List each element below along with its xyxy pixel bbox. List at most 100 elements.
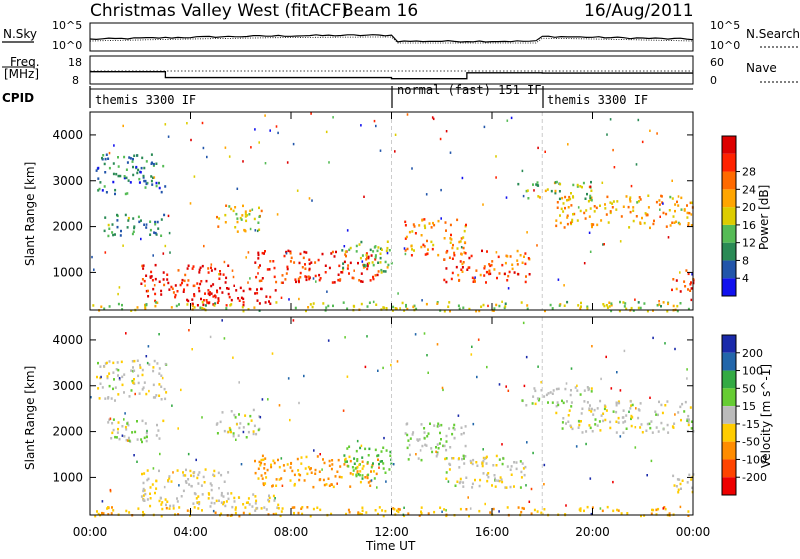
scatter-cell [180, 495, 183, 498]
scatter-cell [185, 468, 187, 472]
scatter-cell [679, 405, 682, 409]
scatter-cell [445, 471, 448, 474]
freq-tick-top: 18 [68, 56, 82, 69]
scatter-cell [426, 435, 429, 438]
scatter-cell [179, 283, 182, 287]
scatter-cell [202, 299, 205, 302]
scatter-cell [175, 304, 178, 308]
scatter-cell [268, 268, 271, 271]
scatter-cell [601, 181, 604, 184]
scatter-cell [429, 422, 431, 425]
colorbar-tick-label: 12 [742, 237, 756, 250]
scatter-cell [624, 302, 627, 305]
scatter-cell [413, 304, 416, 308]
scatter-cell [581, 185, 583, 189]
scatter-cell [127, 179, 130, 182]
scatter-cell [178, 506, 181, 509]
scatter-cell [522, 194, 525, 198]
scatter-cell [172, 504, 175, 507]
scatter-cell [634, 298, 636, 301]
scatter-cell [180, 388, 182, 392]
scatter-cell [238, 426, 241, 430]
scatter-cell [269, 260, 272, 263]
scatter-cell [114, 399, 116, 402]
scatter-cell [233, 284, 235, 287]
scatter-cell [586, 192, 588, 196]
scatter-cell [492, 309, 495, 312]
scatter-cell [557, 278, 560, 281]
velocity-scatter-cells [90, 317, 695, 518]
scatter-cell [374, 254, 377, 257]
scatter-cell [164, 397, 167, 401]
scatter-cell [252, 408, 255, 412]
scatter-cell [439, 506, 442, 509]
scatter-cell [152, 254, 154, 257]
scatter-cell [498, 272, 501, 275]
scatter-cell [425, 193, 428, 196]
scatter-cell [223, 480, 226, 483]
scatter-cell [276, 213, 279, 216]
scatter-cell [463, 251, 466, 254]
scatter-cell [354, 467, 357, 470]
colorbar-segment [722, 459, 736, 478]
scatter-cell [551, 392, 554, 395]
scatter-cell [136, 438, 139, 441]
scatter-cell [308, 277, 311, 281]
scatter-cell [178, 303, 180, 306]
scatter-cell [584, 217, 587, 220]
scatter-cell [209, 291, 211, 294]
scatter-cell [111, 231, 114, 234]
scatter-cell [438, 424, 441, 427]
scatter-cell [589, 194, 592, 198]
scatter-cell [260, 474, 263, 477]
scatter-cell [681, 479, 684, 482]
scatter-cell [593, 210, 596, 213]
scatter-cell [154, 301, 157, 304]
scatter-cell [669, 195, 672, 199]
scatter-cell [128, 439, 131, 442]
colorbar-segment [722, 260, 736, 279]
scatter-cell [99, 181, 102, 184]
scatter-cell [453, 436, 456, 440]
scatter-cell [413, 249, 415, 252]
scatter-cell [318, 478, 321, 482]
scatter-cell [245, 219, 248, 223]
scatter-cell [573, 212, 576, 216]
scatter-cell [441, 510, 443, 513]
scatter-cell [310, 261, 313, 264]
scatter-cell [672, 215, 675, 218]
scatter-cell [590, 390, 593, 393]
scatter-cell [132, 369, 134, 373]
scatter-cell [207, 271, 210, 274]
scatter-cell [273, 266, 276, 270]
scatter-cell [242, 204, 244, 208]
scatter-cell [280, 510, 283, 513]
scatter-cell [377, 454, 380, 457]
scatter-cell [452, 426, 455, 430]
scatter-cell [299, 473, 302, 477]
scatter-cell [407, 458, 410, 461]
scatter-cell [476, 464, 479, 467]
scatter-cell [132, 157, 134, 161]
scatter-cell [443, 444, 446, 448]
scatter-cell [629, 400, 632, 403]
scatter-cell [242, 289, 245, 293]
scatter-cell [458, 240, 461, 244]
scatter-cell [154, 277, 157, 281]
scatter-cell [687, 423, 690, 427]
scatter-cell [331, 463, 334, 466]
x-axis-label: Time UT [365, 539, 416, 553]
scatter-cell [197, 495, 200, 498]
date-label: 16/Aug/2011 [584, 1, 694, 21]
scatter-cell [247, 430, 250, 434]
scatter-cell [481, 462, 484, 465]
scatter-cell [459, 477, 462, 481]
scatter-cell [451, 271, 454, 275]
scatter-cell [507, 389, 510, 392]
scatter-cell [225, 276, 228, 280]
scatter-cell [214, 267, 217, 271]
scatter-cell [149, 220, 152, 223]
scatter-cell [571, 220, 574, 223]
scatter-cell [278, 404, 281, 407]
